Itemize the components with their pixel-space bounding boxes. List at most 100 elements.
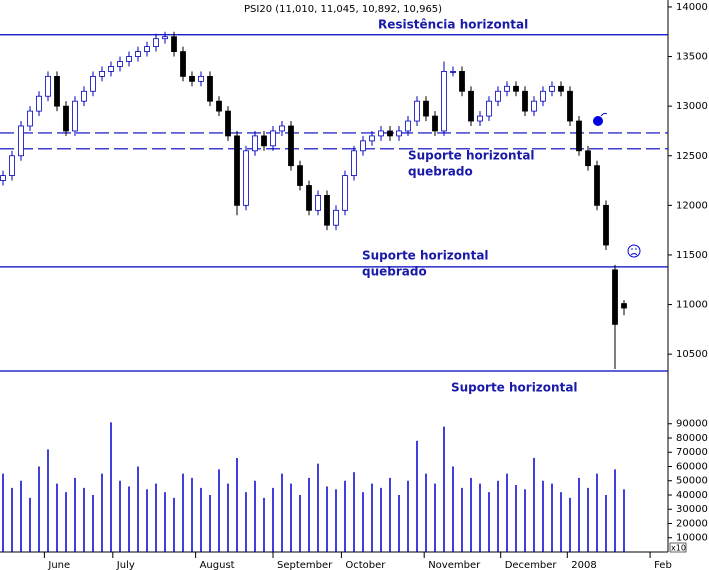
candle-body [450, 71, 456, 73]
candle-body [324, 195, 330, 226]
candle [18, 121, 24, 161]
volume-bar [533, 457, 535, 552]
unit-box [669, 542, 687, 553]
volume-bar [488, 492, 490, 552]
x-tick-label: Feb [654, 560, 672, 570]
volume-bar [596, 473, 598, 552]
y-tick-label: 13500 [676, 52, 708, 63]
candle-body [306, 185, 312, 211]
y-tick-label: 20000 [676, 518, 708, 529]
candle [378, 125, 384, 141]
candle-body [198, 75, 204, 82]
candle-body [405, 120, 411, 132]
candle [126, 51, 132, 67]
candle-body [585, 150, 591, 167]
y-tick-label: 90000 [676, 419, 708, 430]
volume-bar [173, 497, 175, 552]
candle [549, 81, 555, 97]
candle [99, 66, 105, 82]
candle-body [135, 51, 141, 57]
candle [333, 205, 339, 231]
candle-body [495, 90, 501, 102]
candle-body [117, 61, 123, 67]
candle [117, 56, 123, 72]
candle-body [63, 105, 69, 132]
annotation: Suporte horizontal [451, 381, 578, 395]
candle [63, 101, 69, 136]
sad-face-icon [627, 244, 641, 258]
candle [108, 61, 114, 77]
candle [342, 170, 348, 216]
candle-body [423, 100, 429, 117]
y-tick-label: 11000 [676, 300, 708, 311]
volume-bar [272, 487, 274, 552]
y-tick-label: 11500 [676, 250, 708, 261]
candle-body [90, 75, 96, 92]
candle [513, 81, 519, 97]
volume-bar [56, 483, 58, 552]
volume-bar [425, 473, 427, 552]
candle-body [261, 135, 267, 147]
candle [621, 300, 627, 316]
y-tick-label: 40000 [676, 490, 708, 501]
volume-bar [128, 486, 130, 552]
candle-body [81, 90, 87, 102]
candle [153, 33, 159, 52]
candle-body [0, 175, 6, 181]
volume-bar [101, 473, 103, 552]
volume-bar [146, 489, 148, 552]
candle [612, 264, 618, 370]
y-tick-label: 70000 [676, 447, 708, 458]
candle [468, 86, 474, 126]
candle [261, 130, 267, 151]
volume-bar [227, 483, 229, 552]
candle [387, 125, 393, 141]
candle-body [459, 71, 465, 92]
volume-bar [74, 477, 76, 552]
candle-body [36, 95, 42, 112]
candle [594, 160, 600, 211]
candle [414, 96, 420, 126]
candle-body [225, 110, 231, 137]
candle [432, 111, 438, 136]
volume-bar [452, 466, 454, 552]
candle [180, 46, 186, 82]
volume-bar [569, 497, 571, 552]
candle [558, 81, 564, 97]
candle-body [351, 150, 357, 176]
candle-body [549, 85, 555, 92]
volume-bar [281, 473, 283, 552]
candle-body [360, 140, 366, 152]
volume-bar [110, 422, 112, 552]
annotation: Suporte horizontal [408, 149, 535, 163]
candle-body [621, 303, 627, 309]
bomb-icon [593, 112, 608, 126]
volume-bar [416, 440, 418, 552]
x-tick-label: September [277, 560, 333, 570]
candle-body [45, 75, 51, 97]
volume-bar [542, 480, 544, 552]
y-tick-label: 14000 [676, 2, 708, 13]
volume-bar [2, 473, 4, 552]
candle-body [432, 115, 438, 132]
volume-bar [308, 477, 310, 552]
candle [540, 86, 546, 107]
candle [243, 145, 249, 211]
x-tick-label: June [47, 560, 70, 570]
candle-body [540, 90, 546, 102]
candle [504, 81, 510, 97]
candle-body [270, 130, 276, 147]
candle-body [486, 100, 492, 117]
candle [477, 111, 483, 126]
volume-bar [326, 486, 328, 552]
y-tick-label: 12000 [676, 200, 708, 211]
candle [189, 71, 195, 87]
volume-bar [155, 483, 157, 552]
candle-body [369, 135, 375, 142]
candle-body [396, 130, 402, 137]
candle [207, 71, 213, 107]
candle [486, 96, 492, 122]
volume-bar [605, 494, 607, 552]
volume-bar [524, 489, 526, 552]
candle-body [252, 135, 258, 152]
